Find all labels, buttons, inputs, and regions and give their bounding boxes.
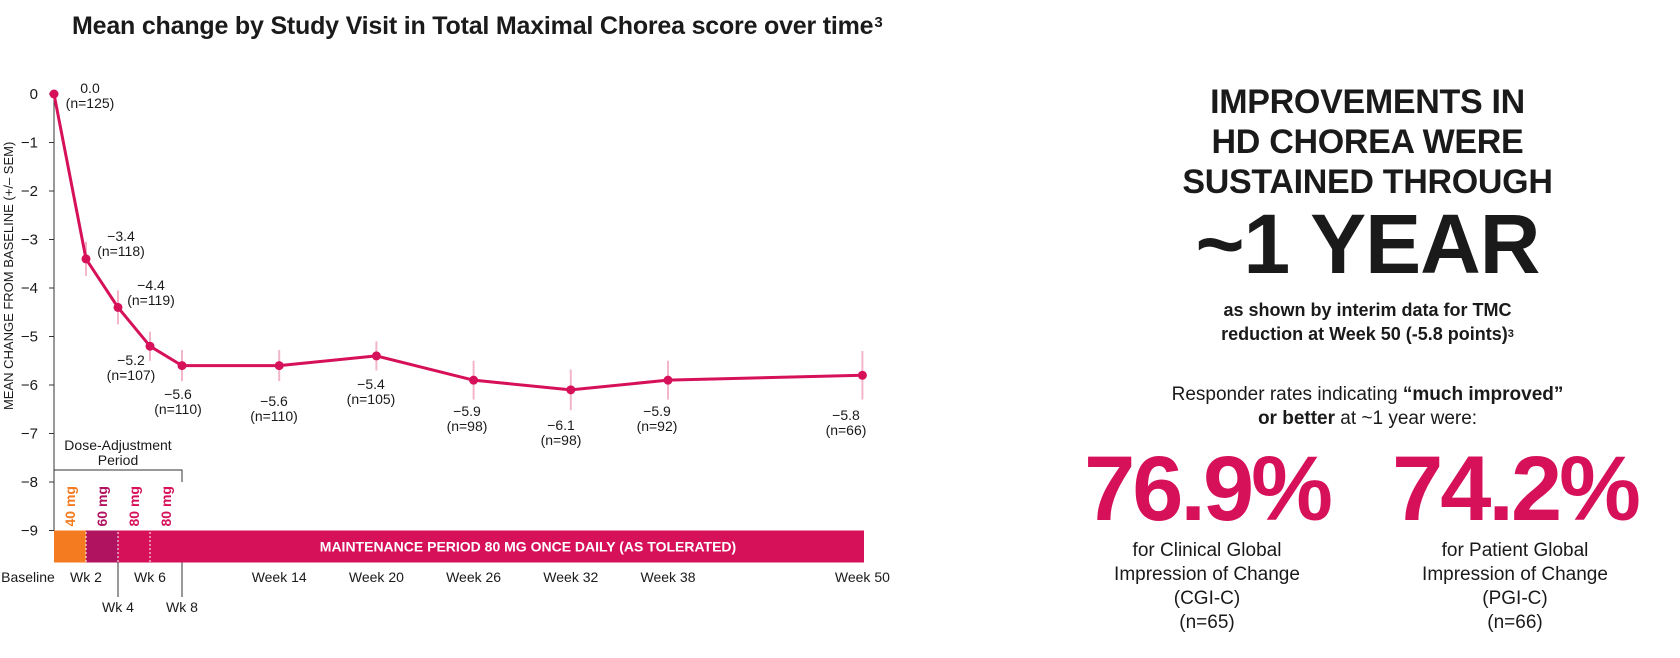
dose-bar-segment	[54, 530, 86, 563]
data-value-label: −5.2	[117, 352, 145, 368]
title-reference: 3	[874, 14, 883, 31]
data-value-label: −3.4	[107, 228, 135, 244]
data-point	[663, 375, 673, 385]
maintenance-label: MAINTENANCE PERIOD 80 MG ONCE DAILY (AS …	[320, 539, 736, 555]
y-tick-label: −6	[21, 377, 38, 394]
x-tick-label: Week 26	[446, 569, 501, 585]
line-chart: 0 −1 −2 −3 −4 −5 −6 −7 −8 −9 MEAN CHANGE FROM BASE…	[1, 80, 890, 615]
dose-period-label: Dose-Adjustment	[64, 437, 171, 453]
responder-bold-1: “much improved”	[1402, 384, 1564, 405]
x-tick-label: Week 32	[543, 569, 598, 585]
data-point	[274, 361, 284, 371]
responder-bold-2: or better	[1257, 408, 1336, 429]
data-value-label: −5.6	[164, 386, 192, 402]
x-tick-label: Week 38	[641, 569, 696, 585]
headline-line-1: IMPROVEMENTS IN	[1210, 83, 1525, 121]
headline-line-3: SUSTAINED THROUGH	[1182, 163, 1553, 201]
stat-n: (n=66)	[1487, 612, 1543, 633]
stat-n: (n=65)	[1179, 612, 1235, 633]
data-value-label: −5.4	[357, 376, 385, 392]
data-n-label: (n=119)	[127, 292, 175, 308]
data-n-label: (n=118)	[97, 243, 145, 259]
stat-pgi-c: 74.2% for Patient Global Impression of C…	[1365, 443, 1665, 635]
responder-pre: Responder rates indicating	[1171, 384, 1403, 405]
data-value-label: −4.4	[137, 277, 165, 293]
stat-value: 76.9%	[1084, 438, 1333, 540]
chart-title: Mean change by Study Visit in Total Maxi…	[72, 12, 883, 40]
y-tick-label: −5	[21, 329, 38, 346]
responder-post: at ~1 year were:	[1335, 408, 1478, 429]
y-axis-label: MEAN CHANGE FROM BASELINE (+/– SEM)	[1, 142, 16, 410]
data-value-label: −5.9	[453, 403, 481, 419]
data-point	[81, 254, 91, 264]
headline: IMPROVEMENTS IN HD CHOREA WERE SUSTAINED…	[1055, 82, 1680, 202]
x-tick-label: Wk 4	[102, 599, 134, 615]
y-tick-label: 0	[30, 86, 38, 103]
x-tick-label: Week 20	[349, 569, 404, 585]
headline-line-2: HD CHOREA WERE	[1211, 123, 1524, 161]
maintenance-bar	[182, 530, 864, 563]
data-point	[145, 341, 155, 351]
x-tick-label: Week 14	[252, 569, 307, 585]
data-value-label: −5.6	[260, 393, 288, 409]
x-tick-label: Wk 2	[70, 569, 102, 585]
sub-note: as shown by interim data for TMC reducti…	[1055, 298, 1680, 346]
x-tick-label: Baseline	[1, 569, 55, 585]
dose-period-bracket	[53, 469, 183, 482]
y-tick-label: −3	[21, 232, 38, 249]
x-tick-label: Week 50	[835, 569, 890, 585]
data-point	[857, 370, 867, 380]
y-tick-label: −4	[21, 280, 38, 297]
data-point	[49, 89, 59, 99]
y-tick-label: −7	[21, 426, 38, 443]
data-n-label: (n=98)	[541, 432, 582, 448]
dose-label: 80 mg	[126, 486, 142, 526]
data-value-label: −6.1	[547, 417, 575, 433]
data-n-label: (n=98)	[447, 418, 488, 434]
series-line	[52, 93, 863, 392]
y-tick-label: −1	[21, 135, 38, 152]
dose-bar-segment	[118, 530, 150, 563]
data-n-label: (n=105)	[347, 391, 396, 407]
data-n-label: (n=66)	[826, 422, 867, 438]
data-n-label: (n=125)	[66, 95, 115, 111]
stat-cgi-c: 76.9% for Clinical Global Impression of …	[1057, 443, 1357, 635]
dose-bar-segment	[150, 530, 182, 563]
dose-bar-segment	[86, 530, 118, 563]
dose-period-label: Period	[98, 452, 138, 468]
data-value-label: −5.8	[832, 407, 860, 423]
sub-note-reference: 3	[1507, 328, 1514, 340]
y-tick-label: −8	[21, 474, 38, 491]
data-n-label: (n=110)	[154, 401, 202, 417]
data-n-label: (n=107)	[107, 367, 156, 383]
y-tick-label: −2	[21, 183, 38, 200]
y-tick-label: −9	[21, 523, 38, 540]
big-year-text: ~1 YEAR	[1195, 197, 1541, 291]
summary-panel: IMPROVEMENTS IN HD CHOREA WERE SUSTAINED…	[1055, 0, 1680, 658]
stat-value: 74.2%	[1392, 438, 1641, 540]
sub-note-line-2: reduction at Week 50 (-5.8 points)3	[1221, 324, 1514, 344]
stat-description: for Patient Global Impression of Change …	[1422, 540, 1608, 609]
data-point	[113, 302, 123, 312]
x-tick-label: Wk 6	[134, 569, 166, 585]
responder-text: Responder rates indicating “much improve…	[1055, 383, 1680, 431]
data-n-label: (n=92)	[637, 418, 678, 434]
data-n-label: (n=110)	[250, 408, 298, 424]
data-point	[469, 375, 479, 385]
dose-label: 60 mg	[94, 486, 110, 526]
data-value-label: 0.0	[80, 80, 100, 96]
stat-description: for Clinical Global Impression of Change…	[1114, 540, 1300, 609]
dose-label: 40 mg	[62, 486, 78, 526]
data-point	[371, 351, 381, 361]
data-point	[566, 385, 576, 395]
sub-note-line-1: as shown by interim data for TMC	[1223, 300, 1512, 320]
x-tick-label: Wk 8	[166, 599, 198, 615]
dose-label: 80 mg	[158, 486, 174, 526]
data-point	[177, 361, 187, 371]
data-value-label: −5.9	[643, 403, 671, 419]
